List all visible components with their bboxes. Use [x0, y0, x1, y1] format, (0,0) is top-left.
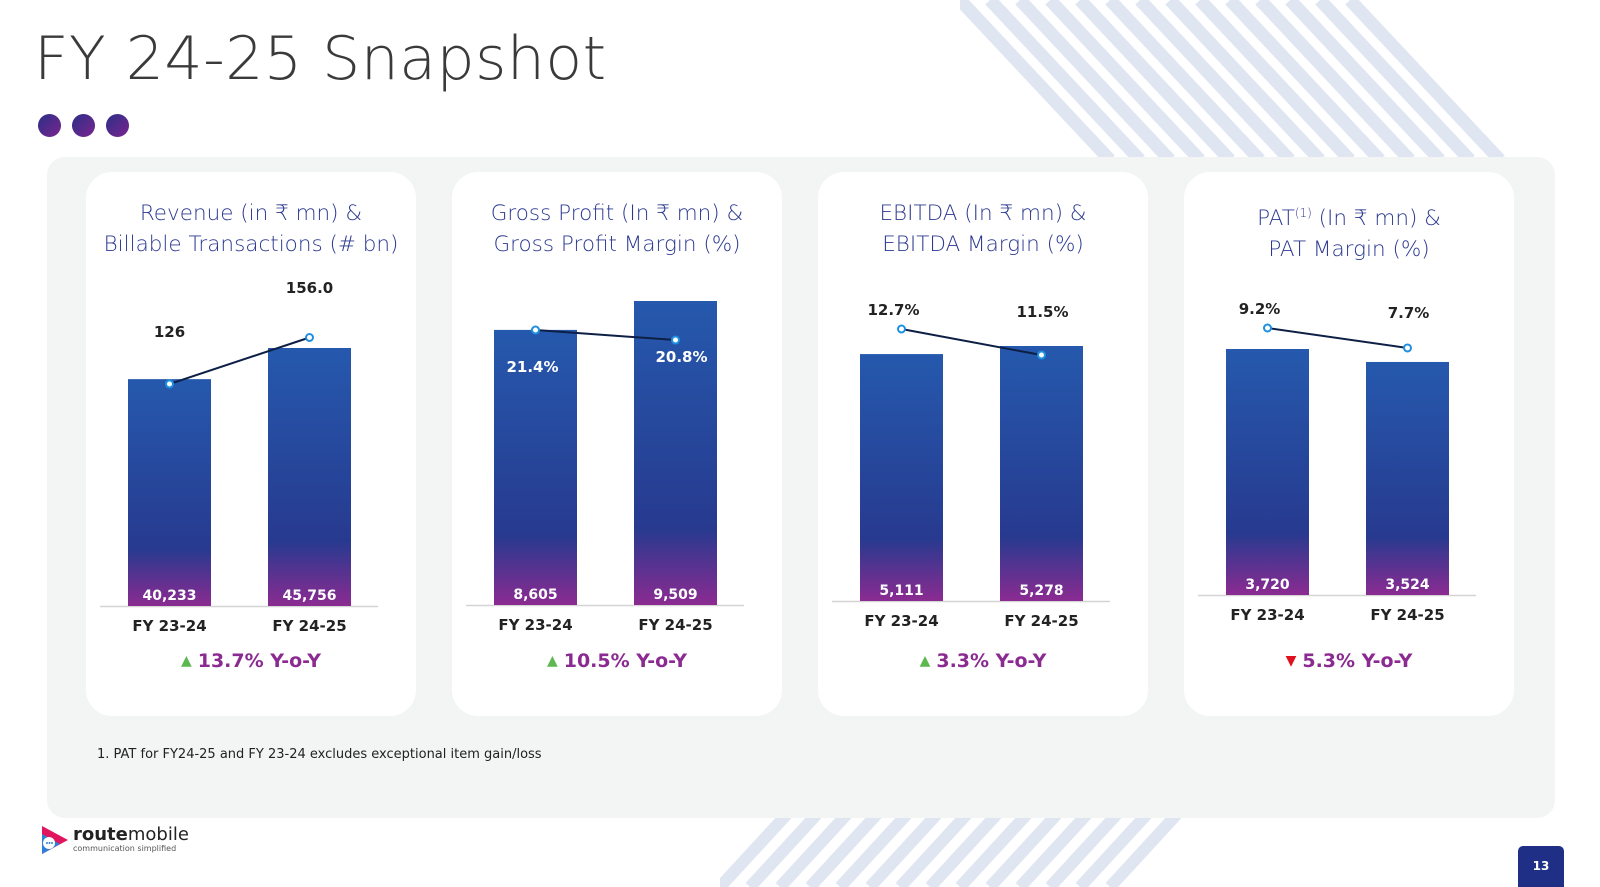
logo-name: routemobile [73, 826, 189, 844]
yoy-text: 13.7% Y-o-Y [197, 650, 322, 672]
logo-name-light: mobile [127, 824, 189, 845]
ebitda-chart: 5,111 FY 23-24 5,278 FY 24-25 12.7% 11.5% [832, 301, 1110, 630]
chart-title-line: Gross Profit Margin (%) [493, 232, 741, 257]
card-ebitda: EBITDA (In ₹ mn) & EBITDA Margin (%) 5,1… [818, 172, 1148, 716]
bar-value-label: 3,720 [1245, 577, 1290, 593]
line-point [1403, 343, 1412, 353]
x-tick-label: FY 23-24 [498, 616, 572, 634]
series-line [901, 328, 1042, 357]
triangle-down-icon: ▼ [1285, 653, 1297, 669]
line-point [671, 335, 680, 345]
chart-title: Revenue (in ₹ mn) & Billable Transaction… [86, 198, 416, 260]
triangle-up-icon: ▲ [180, 653, 192, 669]
line-point [1037, 350, 1046, 360]
decorative-dot [38, 114, 61, 137]
page-title: FY 24-25 Snapshot [34, 24, 607, 94]
bar-value-label: 45,756 [282, 588, 336, 604]
bar [128, 379, 211, 606]
bar [1226, 349, 1309, 595]
bar-value-label: 5,278 [1019, 583, 1063, 599]
logo-name-bold: route [73, 824, 128, 845]
page-number: 13 [1518, 846, 1564, 887]
x-tick-label: FY 23-24 [132, 617, 206, 635]
yoy-change: ▲ 13.7% Y-o-Y [86, 650, 416, 672]
footnote: 1. PAT for FY24-25 and FY 23-24 excludes… [97, 747, 542, 762]
pat-chart: 3,720 FY 23-24 3,524 FY 24-25 9.2% 7.7% [1198, 300, 1476, 624]
footnote-marker: (1) [1294, 206, 1312, 220]
line-value-label: 20.8% [655, 348, 707, 366]
line-value-label: 12.7% [867, 301, 919, 319]
line-point [531, 325, 540, 335]
bar [1366, 361, 1449, 595]
decorative-dot [72, 114, 95, 137]
card-gross-profit: Gross Profit (In ₹ mn) & Gross Profit Ma… [452, 172, 782, 716]
chart-title-line: EBITDA Margin (%) [882, 232, 1084, 257]
company-logo: routemobile communication simplified [38, 820, 189, 860]
gross-profit-chart: 8,605 FY 23-24 9,509 FY 24-25 21.4% 20.8% [466, 301, 744, 634]
series-line [535, 329, 676, 342]
x-tick-label: FY 24-25 [1004, 612, 1078, 630]
yoy-change: ▲ 3.3% Y-o-Y [818, 650, 1148, 672]
bar-value-label: 40,233 [142, 588, 196, 604]
yoy-text: 5.3% Y-o-Y [1302, 650, 1413, 672]
line-value-label: 156.0 [286, 279, 333, 297]
triangle-up-icon: ▲ [546, 653, 558, 669]
chart-title: Gross Profit (In ₹ mn) & Gross Profit Ma… [452, 198, 782, 260]
series-line [169, 336, 310, 385]
line-value-label: 126 [154, 323, 185, 341]
card-pat: PAT(1) (In ₹ mn) & PAT Margin (%) 3,720 F… [1184, 172, 1514, 716]
chart-title: EBITDA (In ₹ mn) & EBITDA Margin (%) [818, 198, 1148, 260]
yoy-change: ▼ 5.3% Y-o-Y [1184, 650, 1514, 672]
x-tick-label: FY 24-25 [272, 617, 346, 635]
line-value-label: 7.7% [1388, 304, 1430, 322]
bar-value-label: 5,111 [879, 583, 923, 599]
card-revenue: Revenue (in ₹ mn) & Billable Transaction… [86, 172, 416, 716]
bar-value-label: 9,509 [653, 587, 697, 603]
bar [494, 329, 577, 605]
line-point [165, 379, 174, 389]
line-value-label: 11.5% [1016, 303, 1068, 321]
line-value-label: 21.4% [506, 358, 558, 376]
bar [268, 348, 351, 606]
decorative-stripes-top [960, 0, 1505, 160]
triangle-up-icon: ▲ [919, 653, 931, 669]
bar [1000, 346, 1083, 601]
chart-title-line: Gross Profit (In ₹ mn) & [490, 201, 744, 226]
yoy-text: 3.3% Y-o-Y [936, 650, 1047, 672]
pat-unit: (In ₹ mn) & [1318, 206, 1441, 231]
line-point [305, 333, 314, 342]
chart-title-line: PAT Margin (%) [1268, 237, 1430, 262]
series-line [1267, 327, 1408, 349]
revenue-chart: 40,233 FY 23-24 45,756 FY 24-25 126 156.0 [100, 279, 378, 635]
line-point [897, 324, 906, 334]
chart-title: PAT(1) (In ₹ mn) & PAT Margin (%) [1184, 198, 1514, 265]
yoy-text: 10.5% Y-o-Y [563, 650, 688, 672]
x-tick-label: FY 23-24 [1230, 606, 1304, 624]
route-mobile-logo-icon [42, 826, 68, 854]
bar-value-label: 3,524 [1385, 577, 1430, 593]
decorative-dot [106, 114, 129, 137]
bar [860, 354, 943, 601]
line-value-label: 9.2% [1239, 300, 1281, 318]
bar [634, 301, 717, 605]
x-tick-label: FY 23-24 [864, 612, 938, 630]
chart-title-line: EBITDA (In ₹ mn) & [879, 201, 1087, 226]
yoy-change: ▲ 10.5% Y-o-Y [452, 650, 782, 672]
chart-title-line: Revenue (in ₹ mn) & [139, 201, 363, 226]
bar-value-label: 8,605 [513, 587, 557, 603]
title-dots [38, 114, 129, 137]
pat-label: PAT [1257, 206, 1295, 231]
logo-tagline: communication simplified [73, 844, 177, 853]
x-tick-label: FY 24-25 [1370, 606, 1444, 624]
line-point [1263, 323, 1272, 333]
chart-title-line: PAT(1) (In ₹ mn) & [1184, 198, 1514, 234]
x-tick-label: FY 24-25 [638, 616, 712, 634]
chart-title-line: Billable Transactions (# bn) [103, 232, 399, 257]
